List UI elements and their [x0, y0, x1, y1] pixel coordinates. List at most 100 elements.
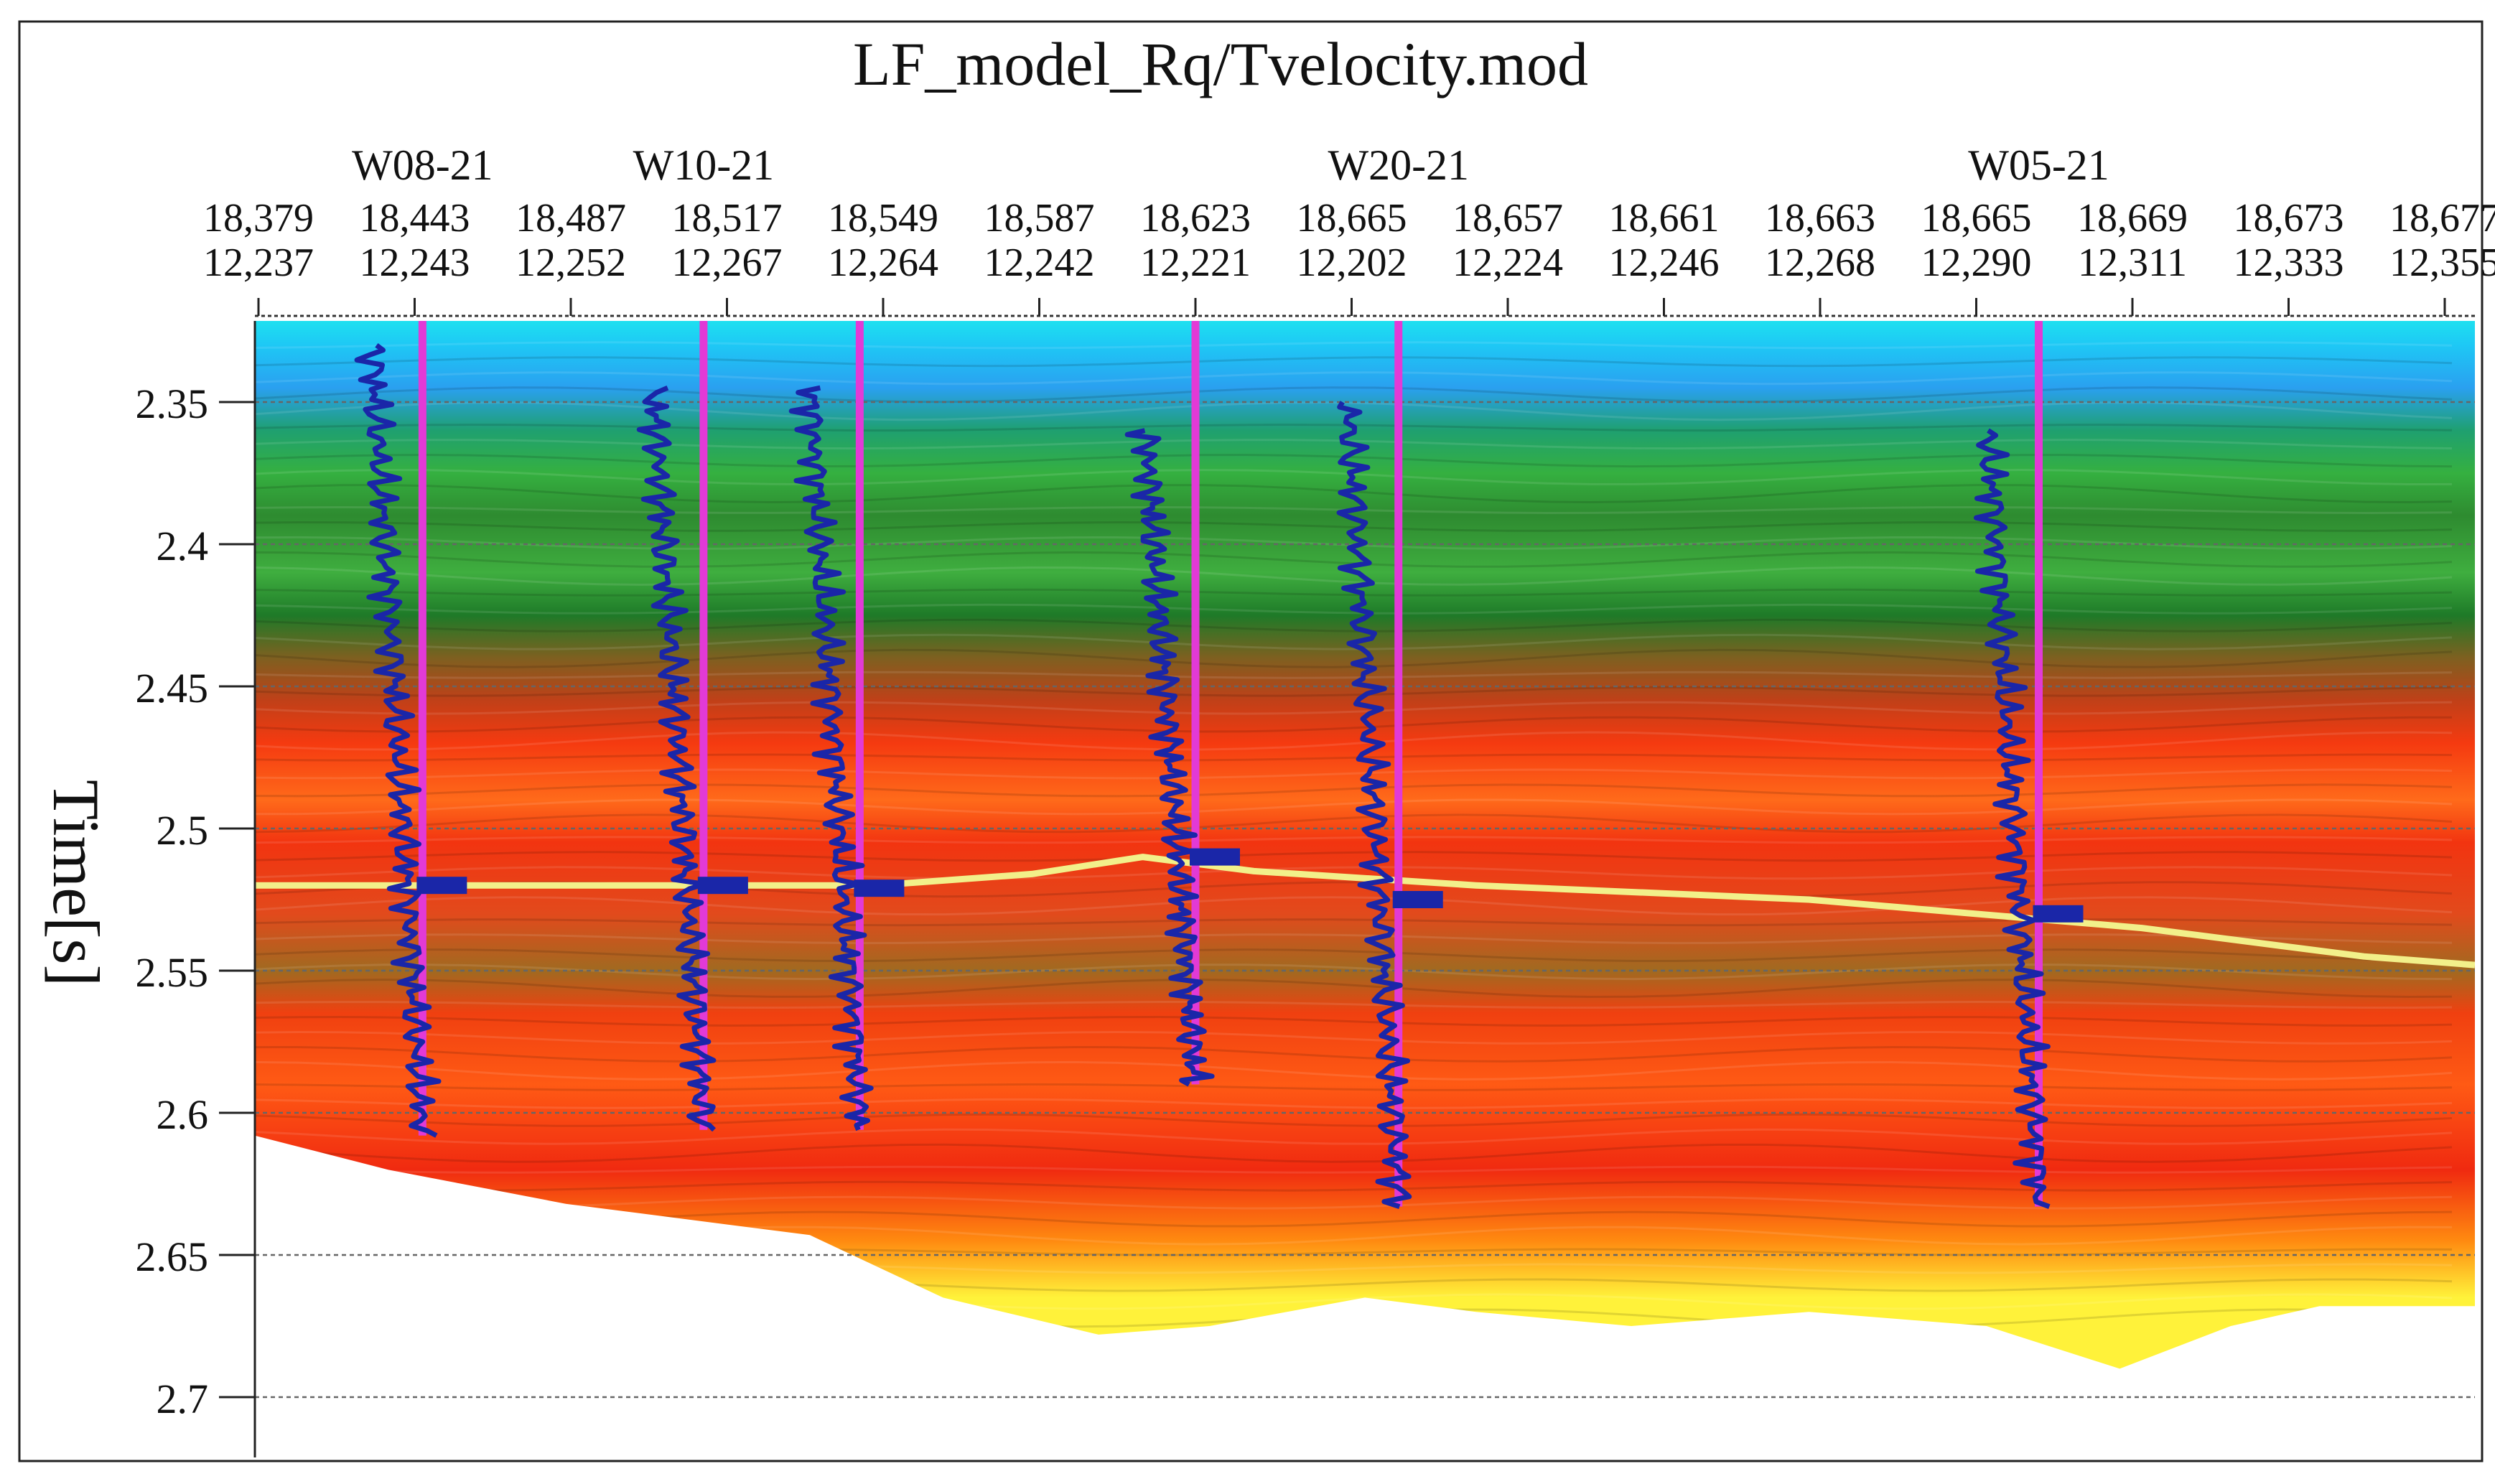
well-labels: W08-21 W10-21 W20-21 W05-21: [352, 141, 2109, 189]
x-tick-label-line2: 12,264: [828, 241, 938, 285]
y-tick-label: 2.5: [157, 807, 209, 854]
x-tick-label-line1: 18,443: [360, 196, 470, 241]
well-horizon-marker: [2033, 905, 2084, 923]
x-tick-label-line2: 12,202: [1297, 241, 1407, 285]
x-tick-label-line1: 18,587: [984, 196, 1095, 241]
y-tick-label: 2.65: [136, 1233, 209, 1280]
x-tick-label-line1: 18,669: [2077, 196, 2188, 241]
horizon-line: [255, 854, 2475, 969]
layer-streak: [255, 588, 2453, 597]
layer-streak: [255, 768, 2453, 780]
x-tick-label-line2: 12,290: [1921, 241, 2032, 285]
plot-area: [255, 321, 2475, 1457]
layer-streak: [255, 979, 2453, 999]
layer-streak: [255, 618, 2453, 633]
layer-streak: [255, 798, 2453, 816]
well-log-curve: [788, 385, 874, 1131]
layer-streak: [255, 896, 2453, 916]
well-W10-21: [636, 321, 748, 1132]
x-tick-label-line2: 12,355: [2389, 241, 2495, 285]
well-unlabeled-3: [1124, 321, 1240, 1087]
layer-streak: [255, 424, 2453, 432]
layer-streak: [255, 356, 2453, 368]
well-log-curve: [354, 343, 442, 1138]
x-tick-label-line1: 18,661: [1609, 196, 1720, 241]
y-tick-label: 2.6: [157, 1091, 209, 1138]
x-tick-label-line2: 12,267: [672, 241, 783, 285]
layer-streak: [255, 1180, 2453, 1192]
layer-streak: [255, 671, 2453, 679]
layer-streak: [255, 851, 2453, 862]
y-ticks: 2.35 2.4 2.45 2.5 2.55 2.6 2.65 2.7: [136, 381, 255, 1422]
y-axis-label: Time[s]: [39, 780, 113, 986]
x-tick-label-line2: 12,242: [984, 241, 1095, 285]
y-tick-label: 2.55: [136, 949, 209, 996]
layer-streak: [255, 454, 2453, 468]
well-W08-21: [354, 321, 467, 1138]
well-label: W08-21: [352, 141, 493, 189]
layer-streak: [255, 603, 2453, 615]
x-tick-label-line2: 12,246: [1609, 241, 1720, 285]
layer-streak: [255, 468, 2453, 486]
x-tick-label-line1: 18,657: [1452, 196, 1563, 241]
layer-streak: [255, 505, 2453, 515]
x-tick-label-line2: 12,221: [1140, 241, 1251, 285]
well-log-curve: [1124, 428, 1215, 1087]
below-model-mask: [255, 1135, 2475, 1457]
layer-streak: [255, 341, 2453, 350]
x-tick-label-line1: 18,677: [2389, 196, 2495, 241]
well-horizon-marker: [416, 877, 467, 895]
well-horizon-marker: [854, 879, 905, 897]
layer-streak: [255, 948, 2453, 963]
y-tick-label: 2.35: [136, 381, 209, 427]
layer-streak: [255, 783, 2453, 798]
x-tick-label-line2: 12,311: [2078, 241, 2187, 285]
layer-streak: [255, 731, 2453, 751]
x-tick-label-line2: 12,333: [2234, 241, 2344, 285]
layer-streak: [255, 1030, 2453, 1045]
layer-streak: [255, 648, 2453, 668]
well-label: W05-21: [1968, 141, 2109, 189]
y-tick-label: 2.4: [157, 523, 209, 569]
layer-streak: [255, 386, 2453, 403]
layer-streak: [255, 1083, 2453, 1091]
layer-streak: [255, 866, 2453, 880]
layer-streak: [255, 933, 2453, 945]
well-horizon-marker: [1392, 891, 1443, 908]
layer-streak: [255, 1143, 2453, 1163]
layer-streak: [255, 753, 2453, 762]
layer-streak: [255, 701, 2453, 715]
layer-streak: [255, 521, 2453, 532]
x-tick-label-line2: 12,268: [1765, 241, 1875, 285]
wells: [354, 321, 2084, 1210]
x-tick-label-line1: 18,517: [672, 196, 783, 241]
x-tick-label-line1: 18,623: [1140, 196, 1251, 241]
layer-streak: [255, 1165, 2453, 1174]
outer-frame: [18, 20, 2484, 1462]
y-axis: 2.35 2.4 2.45 2.5 2.55 2.6 2.65 2.7: [136, 321, 256, 1457]
x-tick-label-line1: 18,663: [1765, 196, 1875, 241]
layer-streak: [255, 551, 2453, 568]
layer-streak: [255, 686, 2453, 697]
well-W05-21: [1974, 321, 2084, 1209]
x-tick-label-line1: 18,379: [203, 196, 314, 241]
layer-streak: [255, 813, 2453, 834]
layer-streak: [255, 716, 2453, 733]
x-tick-label-line1: 18,665: [1921, 196, 2032, 241]
layer-streak: [255, 1113, 2453, 1127]
layer-streak: [255, 1128, 2453, 1145]
well-horizon-marker: [1190, 848, 1240, 866]
x-tick-label-line1: 18,665: [1297, 196, 1407, 241]
well-W20-21: [1336, 321, 1443, 1210]
well-unlabeled-2: [788, 321, 905, 1131]
layer-streak: [255, 1195, 2453, 1210]
x-tick-label-line2: 12,237: [203, 241, 314, 285]
well-log-curve: [636, 385, 717, 1132]
layer-streak: [255, 1060, 2453, 1081]
x-tick-label-line1: 18,549: [828, 196, 938, 241]
layer-streak: [255, 633, 2453, 650]
x-tick-label-line2: 12,252: [516, 241, 626, 285]
